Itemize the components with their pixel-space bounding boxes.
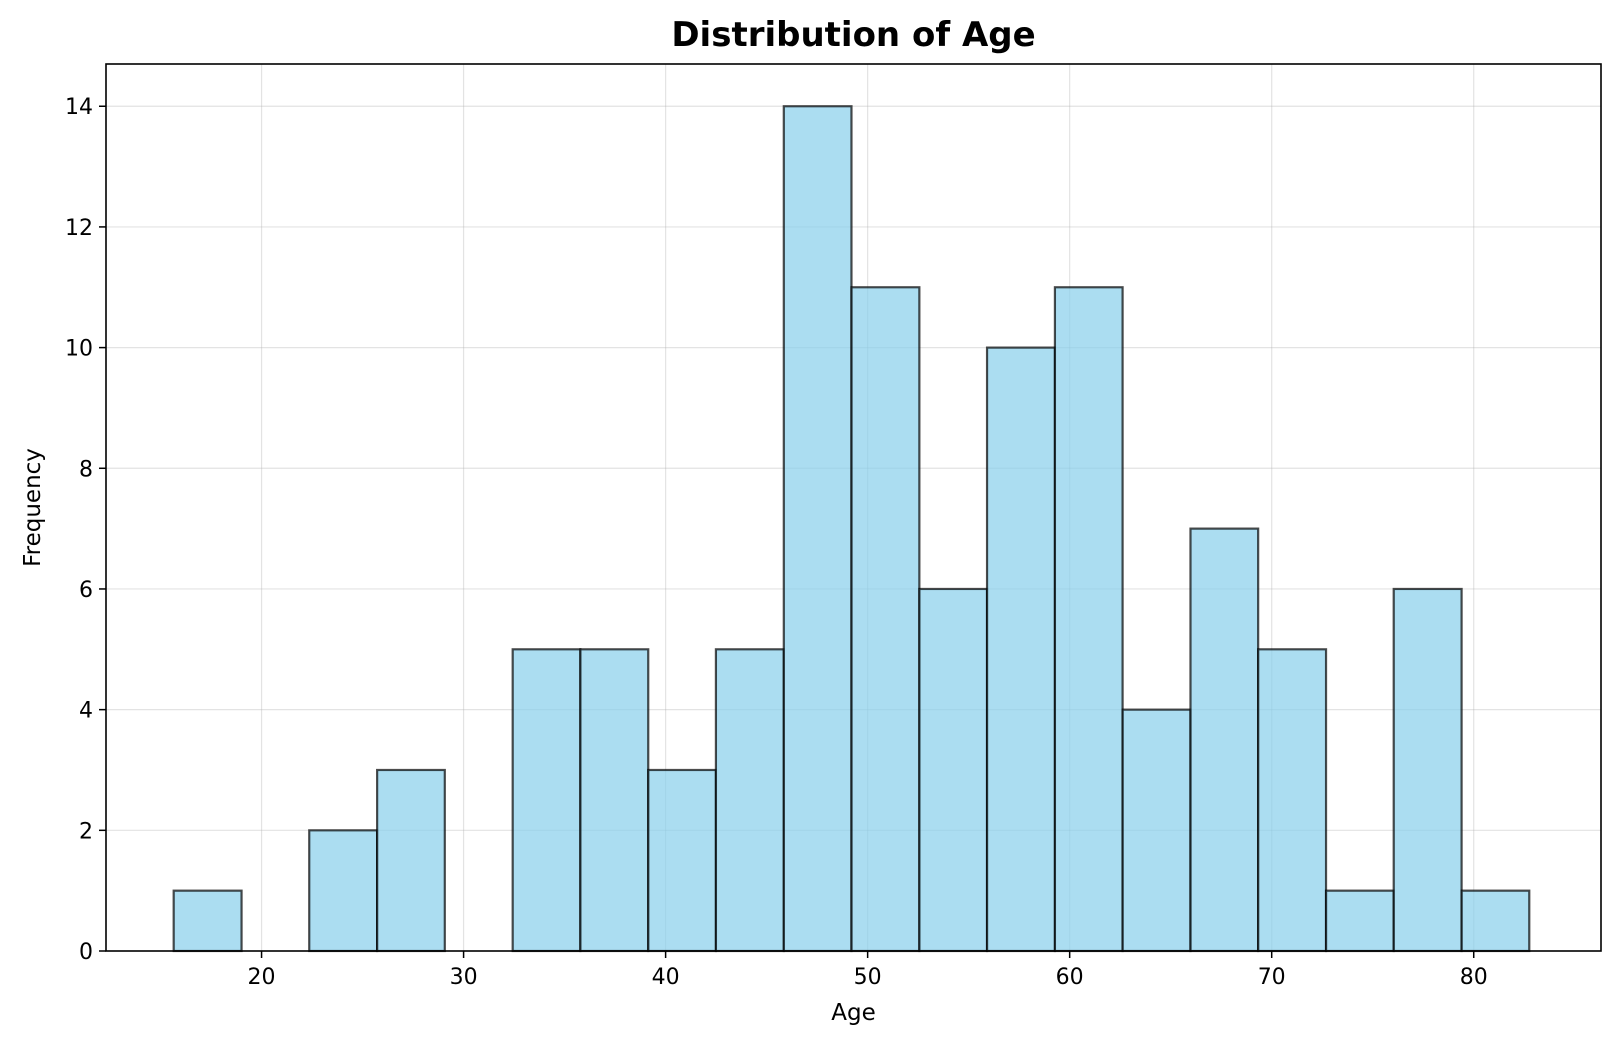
x-axis-label: Age bbox=[831, 1000, 875, 1026]
x-tick-label: 20 bbox=[248, 965, 276, 990]
x-tick-label: 40 bbox=[652, 965, 680, 990]
histogram-bar bbox=[985, 346, 1057, 953]
histogram-bar bbox=[647, 768, 718, 953]
y-tick-label: 14 bbox=[65, 95, 93, 120]
histogram-bar bbox=[1189, 527, 1260, 953]
histogram-bar bbox=[1460, 889, 1531, 953]
x-tick-label: 80 bbox=[1460, 965, 1488, 990]
ticks-layer: 20 30 40 50 60 70 80 0 2 4 6 8 10 12 14 bbox=[65, 95, 1488, 990]
histogram-bar bbox=[1392, 587, 1463, 953]
histogram-bar bbox=[376, 768, 446, 953]
y-tick-label: 10 bbox=[65, 337, 93, 362]
histogram-bar bbox=[1121, 708, 1192, 953]
histogram-bar bbox=[918, 587, 989, 953]
histogram-bar bbox=[1053, 286, 1124, 953]
x-tick-label: 60 bbox=[1056, 965, 1084, 990]
axes-frame bbox=[105, 63, 1602, 952]
histogram-bar bbox=[308, 829, 379, 953]
histogram-bar bbox=[579, 648, 650, 953]
y-tick-label: 0 bbox=[79, 940, 93, 965]
y-tick-label: 12 bbox=[65, 216, 93, 241]
histogram-bar bbox=[782, 105, 853, 953]
histogram-bar bbox=[850, 286, 921, 953]
histogram-bar bbox=[172, 889, 243, 953]
y-tick-label: 2 bbox=[79, 819, 93, 844]
y-tick-label: 4 bbox=[79, 699, 93, 724]
bars-layer bbox=[172, 105, 1531, 953]
y-axis-label: Frequency bbox=[20, 448, 46, 567]
histogram-bar bbox=[1257, 648, 1328, 953]
x-tick-label: 70 bbox=[1258, 965, 1286, 990]
y-tick-label: 8 bbox=[79, 457, 93, 482]
chart-title: Distribution of Age bbox=[671, 15, 1035, 55]
x-tick-label: 50 bbox=[854, 965, 882, 990]
histogram-bar bbox=[714, 648, 785, 953]
histogram-bar bbox=[511, 648, 582, 953]
histogram-bar bbox=[1324, 889, 1395, 953]
x-tick-label: 30 bbox=[450, 965, 478, 990]
y-tick-label: 6 bbox=[79, 578, 93, 603]
